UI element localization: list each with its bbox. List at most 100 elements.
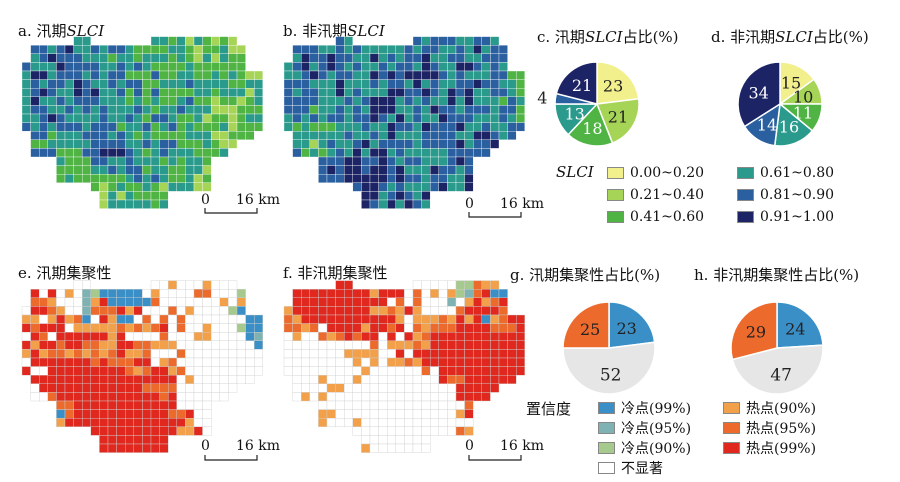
map-cell bbox=[481, 349, 491, 359]
panel-d-title-suffix: 占比(%) bbox=[812, 28, 869, 46]
map-cell bbox=[245, 96, 255, 106]
map-cell bbox=[107, 443, 117, 453]
map-cell bbox=[464, 105, 474, 115]
map-cell bbox=[352, 122, 362, 132]
map-cell bbox=[193, 139, 203, 149]
map-cell bbox=[73, 122, 83, 132]
legend-label: 冷点(95%) bbox=[621, 421, 692, 437]
legend-swatch bbox=[737, 167, 754, 179]
map-cell bbox=[185, 418, 195, 428]
map-cell bbox=[253, 340, 263, 350]
pie-label: 10 bbox=[793, 87, 813, 106]
map-cell bbox=[455, 139, 465, 149]
panel-d-title: d. 非汛期SLCI占比(%) bbox=[711, 26, 869, 47]
map-cell bbox=[464, 306, 474, 316]
map-cell bbox=[438, 45, 448, 54]
map-cell bbox=[326, 409, 336, 419]
map-cell bbox=[438, 349, 448, 359]
map-cell bbox=[387, 349, 397, 359]
map-cell bbox=[412, 36, 422, 46]
map-cell bbox=[133, 443, 143, 453]
map-cell bbox=[361, 349, 371, 359]
map-cell bbox=[107, 62, 117, 72]
map-cell bbox=[150, 122, 160, 132]
map-cell bbox=[404, 88, 414, 97]
map-cell bbox=[185, 79, 195, 89]
map-cell bbox=[193, 280, 203, 290]
map-cell bbox=[447, 418, 457, 428]
map-cell bbox=[344, 349, 354, 359]
map-cell bbox=[344, 280, 354, 290]
map-cell bbox=[56, 53, 66, 63]
map-cell bbox=[412, 105, 422, 115]
map-cell bbox=[30, 148, 40, 158]
map-cell bbox=[352, 426, 362, 436]
map-cell bbox=[142, 357, 152, 367]
map-cell bbox=[498, 357, 508, 367]
map-cell bbox=[185, 122, 195, 132]
map-cell bbox=[99, 88, 109, 97]
map-cell bbox=[124, 332, 134, 342]
map-cell bbox=[64, 323, 74, 333]
map-cell bbox=[56, 392, 66, 402]
map-cell bbox=[430, 79, 439, 89]
map-cell bbox=[318, 62, 328, 72]
map-cell bbox=[318, 349, 328, 359]
map-cell bbox=[99, 70, 109, 80]
map-cell bbox=[387, 62, 396, 72]
map-cell bbox=[421, 426, 431, 436]
map-cell bbox=[447, 131, 457, 140]
map-cell bbox=[219, 70, 229, 80]
map-cell bbox=[185, 392, 195, 402]
map-cell bbox=[73, 36, 83, 46]
map-cell bbox=[464, 383, 474, 393]
map-cell bbox=[344, 400, 354, 410]
map-cell bbox=[421, 400, 431, 410]
map-cell bbox=[159, 332, 169, 342]
map-cell bbox=[236, 306, 246, 316]
map-cell bbox=[107, 199, 117, 209]
map-cell bbox=[361, 62, 371, 72]
cluster-legend-item: 冷点(90%) bbox=[598, 438, 691, 458]
map-cell bbox=[133, 88, 143, 97]
map-cell bbox=[326, 122, 336, 132]
map-cell bbox=[150, 426, 160, 436]
map-cell bbox=[30, 349, 40, 359]
map-cell bbox=[421, 139, 431, 149]
map-cell bbox=[326, 340, 336, 350]
map-cell bbox=[150, 148, 160, 158]
legend-label: 0.81~0.90 bbox=[760, 187, 835, 203]
map-cell bbox=[473, 306, 483, 316]
map-cell bbox=[39, 383, 49, 393]
panel-b-title-italic: SLCI bbox=[347, 22, 385, 40]
map-cell bbox=[133, 131, 143, 140]
map-cell bbox=[318, 357, 328, 367]
map-cell bbox=[116, 289, 126, 299]
map-cell bbox=[82, 148, 91, 158]
map-cell bbox=[490, 289, 500, 299]
map-cell bbox=[361, 70, 371, 80]
map-cell bbox=[430, 45, 439, 54]
map-cell bbox=[438, 392, 448, 402]
map-cell bbox=[64, 409, 74, 419]
map-cell bbox=[219, 280, 229, 290]
map-cell bbox=[430, 113, 439, 123]
map-cell bbox=[404, 357, 414, 367]
map-cell bbox=[464, 426, 474, 436]
map-cell bbox=[228, 332, 238, 342]
map-cell bbox=[421, 366, 431, 376]
map-cell bbox=[361, 139, 371, 149]
map-cell bbox=[344, 357, 354, 367]
legend-swatch bbox=[598, 462, 615, 474]
map-cell bbox=[352, 323, 362, 333]
map-cell bbox=[185, 409, 195, 419]
panel-a-title: a. 汛期SLCI bbox=[18, 20, 104, 41]
map-cell bbox=[30, 366, 40, 376]
map-cell bbox=[159, 306, 169, 316]
legend-swatch bbox=[723, 442, 740, 454]
map-cell bbox=[301, 70, 310, 80]
map-cell bbox=[326, 392, 336, 402]
map-cell bbox=[176, 96, 186, 106]
map-cell bbox=[464, 280, 474, 290]
map-cell bbox=[202, 45, 212, 54]
